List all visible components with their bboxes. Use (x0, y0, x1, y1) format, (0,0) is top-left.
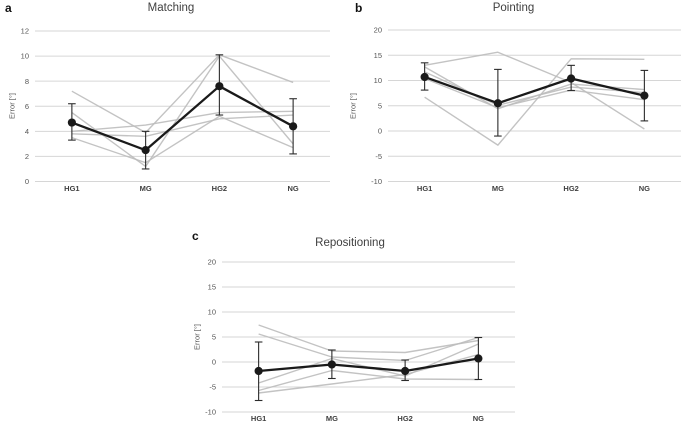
series-line-individual-5 (424, 77, 645, 109)
chart-title-repositioning: Repositioning (315, 237, 385, 249)
mean-point (254, 366, 263, 376)
category-label: HG2 (563, 184, 578, 193)
mean-point (215, 82, 224, 91)
y-tick-label: 10 (374, 76, 382, 85)
mean-point (401, 366, 410, 376)
mean-line (71, 85, 294, 152)
category-label: MG (492, 184, 504, 193)
y-tick-label: 5 (378, 101, 382, 110)
panel-label-a: a (5, 1, 12, 15)
category-label: HG1 (251, 414, 266, 423)
mean-point (420, 72, 429, 82)
y-tick-label: 10 (21, 52, 29, 61)
category-label: MG (140, 184, 152, 193)
y-tick-label: 15 (374, 51, 382, 60)
series-line-individual-2 (71, 55, 294, 168)
series-line-individual-2 (424, 51, 645, 130)
mean-line (258, 357, 479, 373)
y-tick-label: -5 (375, 152, 382, 161)
panel-pointing: b Pointing Error [°] 20 15 10 5 0 -5 -10 HG1 MG H… (342, 0, 685, 215)
category-label: HG2 (397, 414, 412, 423)
y-tick-label: 4 (25, 127, 29, 136)
chart-canvas-matching: 12 10 8 6 4 2 0 HG1 MG HG2 NG (21, 27, 330, 193)
mean-point (141, 146, 150, 155)
mean-point (289, 122, 298, 131)
panel-label-b: b (355, 1, 363, 15)
chart-canvas-pointing: 20 15 10 5 0 -5 -10 HG1 MG HG2 NG (371, 26, 681, 193)
mean-point (474, 354, 483, 363)
category-label: HG1 (417, 184, 432, 193)
panel-repositioning: c Repositioning Error [°] 20 15 10 5 0 -5 -10 H… (160, 215, 540, 431)
y-tick-label: -10 (371, 177, 382, 186)
mean-point (327, 360, 336, 369)
y-tick-label: 5 (212, 333, 216, 342)
category-label: HG1 (64, 184, 79, 193)
mean-point (67, 118, 76, 127)
series-line-individual-4 (258, 369, 479, 392)
mean-point (567, 74, 576, 83)
series-line-individual-1 (258, 324, 479, 354)
category-label: HG2 (212, 184, 227, 193)
y-tick-label: 20 (374, 26, 382, 35)
y-tick-label: -5 (209, 383, 216, 392)
y-tick-label: 0 (378, 127, 382, 136)
mean-line (424, 75, 645, 105)
category-label: NG (639, 184, 650, 193)
series-line-individual-4 (71, 114, 294, 138)
series-line-individual-1 (424, 58, 645, 146)
mean-point (493, 99, 502, 108)
y-tick-label: 0 (25, 177, 29, 186)
y-tick-label: 20 (208, 258, 216, 267)
series-line-individual-3 (71, 110, 294, 133)
category-label: NG (473, 414, 484, 423)
series-line-individual-1 (71, 54, 294, 134)
y-tick-label: 10 (208, 308, 216, 317)
chart-title-matching: Matching (147, 2, 195, 14)
panel-matching: a Matching Error [°] 12 10 8 6 4 2 0 HG1 MG HG2 NG (0, 0, 342, 215)
chart-canvas-repositioning: 20 15 10 5 0 -5 -10 HG1 MG HG2 NG (205, 258, 515, 423)
category-label: MG (326, 414, 338, 423)
y-tick-label: 12 (21, 27, 29, 36)
panel-label-c: c (192, 229, 199, 243)
y-tick-label: -10 (205, 408, 216, 417)
y-tick-label: 6 (25, 102, 29, 111)
y-tick-label: 8 (25, 77, 29, 86)
y-tick-label: 0 (212, 358, 216, 367)
series-line-individual-2 (258, 333, 479, 362)
chart-title-pointing: Pointing (492, 2, 535, 14)
series-line-individual-5 (71, 115, 294, 164)
category-label: NG (288, 184, 299, 193)
y-tick-label: 2 (25, 152, 29, 161)
y-tick-label: 15 (208, 283, 216, 292)
mean-point (640, 91, 649, 100)
series-line-individual-4 (424, 71, 645, 106)
